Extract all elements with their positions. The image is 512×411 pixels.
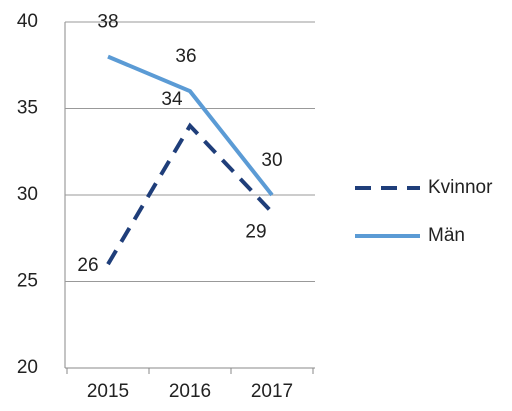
x-axis-ticks: [66, 368, 314, 374]
data-label: 30: [261, 150, 282, 171]
y-tick-label: 25: [17, 271, 38, 292]
x-tick-label: 2017: [251, 381, 293, 402]
y-tick-label: 30: [17, 184, 38, 205]
data-label: 26: [77, 255, 98, 276]
data-label: 34: [161, 89, 183, 110]
y-tick-label: 35: [17, 98, 38, 119]
data-label: 38: [97, 12, 118, 33]
x-tick-label: 2016: [169, 381, 211, 402]
series-line: [106, 122, 274, 266]
legend-label: Män: [428, 225, 465, 246]
y-tick-label: 20: [17, 357, 38, 378]
data-label: 29: [245, 221, 266, 242]
y-tick-label: 40: [17, 11, 38, 32]
x-tick-label: 2015: [87, 381, 129, 402]
series-line: [107, 54, 274, 197]
data-label: 36: [175, 46, 196, 67]
legend-label: Kvinnor: [428, 177, 493, 198]
